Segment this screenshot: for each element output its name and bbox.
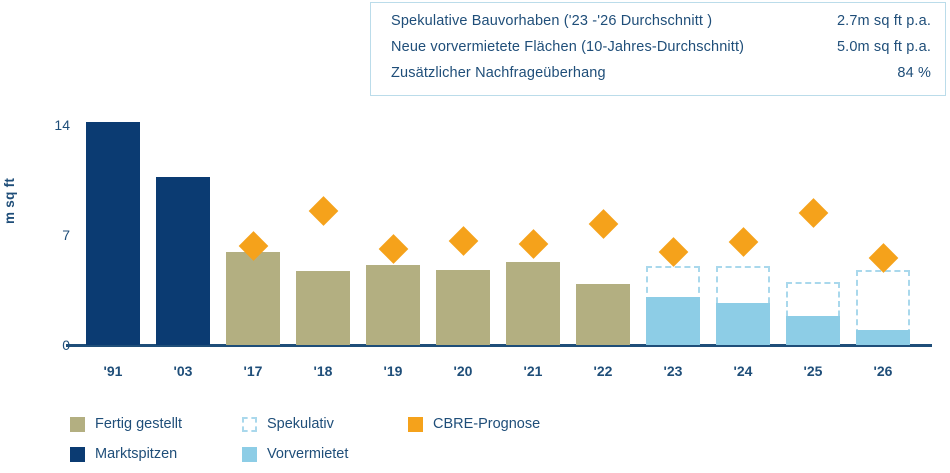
y-tick-label: 7 — [62, 227, 70, 243]
x-tick-label: '03 — [173, 363, 193, 379]
y-axis-title: m sq ft — [2, 177, 17, 224]
forecast-swatch-icon — [408, 416, 423, 432]
x-tick-label: '22 — [593, 363, 613, 379]
legend-label: Spekulativ — [267, 416, 334, 432]
forecast-diamond-marker — [798, 197, 828, 228]
x-tick-label: '26 — [873, 363, 893, 379]
summary-info-box: Spekulative Bauvorhaben ('23 -'26 Durchs… — [370, 2, 946, 96]
bar-market-peak — [156, 176, 210, 345]
chart-category-group: '25 — [778, 0, 848, 390]
x-tick-label: '25 — [803, 363, 823, 379]
forecast-diamond-marker — [378, 233, 408, 264]
bar-completed — [576, 283, 630, 345]
chart-category-group: '18 — [288, 0, 358, 390]
info-row-value: 84 % — [897, 65, 931, 81]
y-axis-ticks: 0 7 14 — [20, 0, 70, 390]
info-row-label: Neue vorvermietete Flächen (10-Jahres-Du… — [391, 39, 745, 55]
bar-completed — [226, 252, 280, 345]
info-row: Zusätzlicher Nachfrageüberhang 84 % — [391, 65, 931, 91]
forecast-diamond-marker — [588, 208, 618, 239]
x-tick-label: '17 — [243, 363, 263, 379]
bar-prelet — [786, 315, 840, 345]
info-row: Neue vorvermietete Flächen (10-Jahres-Du… — [391, 39, 931, 65]
bar-completed — [506, 261, 560, 345]
x-tick-label: '24 — [733, 363, 753, 379]
prelet-swatch-icon — [242, 446, 257, 462]
x-tick-label: '20 — [453, 363, 473, 379]
y-tick-label: 0 — [36, 337, 70, 353]
forecast-diamond-marker — [308, 196, 338, 226]
info-row-label: Spekulative Bauvorhaben ('23 -'26 Durchs… — [391, 13, 713, 29]
legend-item-cbre-forecast: CBRE-Prognose — [408, 416, 540, 432]
legend-label: CBRE-Prognose — [433, 416, 541, 432]
x-axis-line — [66, 344, 932, 347]
bar-completed — [436, 269, 490, 345]
forecast-diamond-marker — [728, 227, 758, 258]
forecast-diamond-marker — [448, 225, 478, 256]
legend-label: Fertig gestellt — [95, 416, 183, 432]
bar-market-peak — [86, 121, 140, 345]
legend-item-market-peaks: Marktspitzen — [70, 446, 177, 462]
chart-category-group: '91 — [78, 0, 148, 390]
bar-prelet — [716, 303, 770, 345]
peak-swatch-icon — [70, 446, 85, 462]
completed-swatch-icon — [70, 416, 85, 432]
chart-category-group: '17 — [218, 0, 288, 390]
info-row: Spekulative Bauvorhaben ('23 -'26 Durchs… — [391, 13, 931, 39]
legend-label: Marktspitzen — [95, 446, 178, 462]
chart-category-group: '21 — [498, 0, 568, 390]
x-tick-label: '19 — [383, 363, 403, 379]
bar-prelet — [646, 297, 700, 345]
chart-legend: Fertig gestellt Marktspitzen Spekulativ … — [70, 412, 670, 470]
bar-prelet — [856, 330, 910, 345]
plot-area: '91 '03 '17 '18 '19 '20 '21 '22 '23 '24 '25 '26 — [78, 0, 928, 390]
x-tick-label: '23 — [663, 363, 683, 379]
legend-item-speculative: Spekulativ — [242, 416, 334, 432]
legend-label: Vorvermietet — [267, 446, 349, 462]
bar-chart: m sq ft 0 7 14 '91 '03 '17 '18 '19 '20 '21 '22 '23… — [2, 0, 932, 390]
chart-category-group: '19 — [358, 0, 428, 390]
bar-completed — [296, 271, 350, 345]
x-tick-label: '91 — [103, 363, 123, 379]
speculative-swatch-icon — [242, 416, 257, 432]
chart-category-group: '26 — [848, 0, 918, 390]
chart-category-group: '03 — [148, 0, 218, 390]
info-row-label: Zusätzlicher Nachfrageüberhang — [391, 65, 606, 81]
forecast-diamond-marker — [868, 243, 898, 273]
y-tick-label: 14 — [54, 117, 70, 133]
bar-completed — [366, 264, 420, 345]
chart-category-group: '22 — [568, 0, 638, 390]
legend-item-completed: Fertig gestellt — [70, 416, 182, 432]
legend-item-prelet: Vorvermietet — [242, 446, 348, 462]
x-tick-label: '21 — [523, 363, 543, 379]
info-row-value: 2.7m sq ft p.a. — [836, 13, 931, 29]
x-tick-label: '18 — [313, 363, 333, 379]
info-row-value: 5.0m sq ft p.a. — [836, 39, 931, 55]
forecast-diamond-marker — [658, 236, 688, 267]
chart-category-group: '24 — [708, 0, 778, 390]
chart-category-group: '20 — [428, 0, 498, 390]
chart-category-group: '23 — [638, 0, 708, 390]
forecast-diamond-marker — [518, 229, 548, 259]
